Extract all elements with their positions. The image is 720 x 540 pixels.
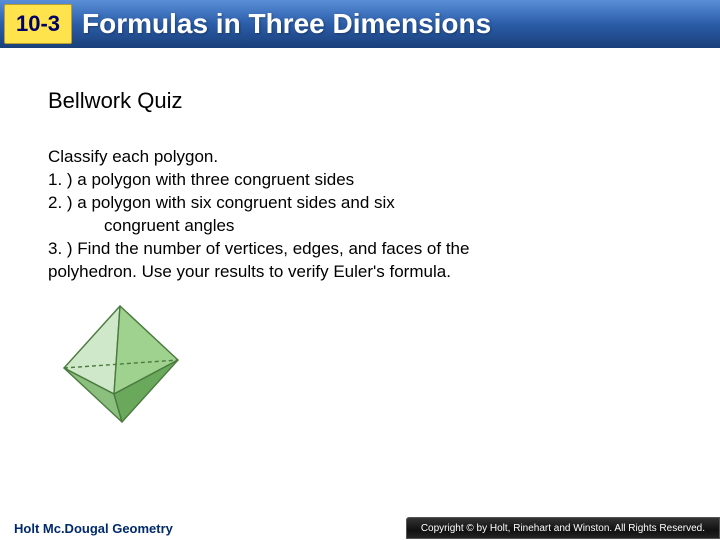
footer: Holt Mc.Dougal Geometry Copyright © by H… [0,516,720,540]
quiz-item-2a: 2. ) a polygon with six congruent sides … [48,192,672,215]
lesson-number: 10-3 [16,11,60,37]
quiz-item-3a: 3. ) Find the number of vertices, edges,… [48,238,672,261]
header-bar: 10-3 Formulas in Three Dimensions [0,0,720,48]
quiz-item-2b: congruent angles [104,215,672,238]
content-area: Bellwork Quiz Classify each polygon. 1. … [0,48,720,433]
polyhedron-svg [50,298,190,428]
quiz-item-3b: polyhedron. Use your results to verify E… [48,261,672,284]
page-title: Formulas in Three Dimensions [82,8,491,40]
lesson-number-badge: 10-3 [4,4,72,44]
quiz-title: Bellwork Quiz [48,88,672,114]
quiz-body: Classify each polygon. 1. ) a polygon wi… [48,146,672,284]
footer-copyright: Copyright © by Holt, Rinehart and Winsto… [406,517,720,539]
quiz-item-1: 1. ) a polygon with three congruent side… [48,169,672,192]
quiz-intro: Classify each polygon. [48,146,672,169]
footer-publisher: Holt Mc.Dougal Geometry [0,521,406,536]
polyhedron-diagram [50,298,672,433]
